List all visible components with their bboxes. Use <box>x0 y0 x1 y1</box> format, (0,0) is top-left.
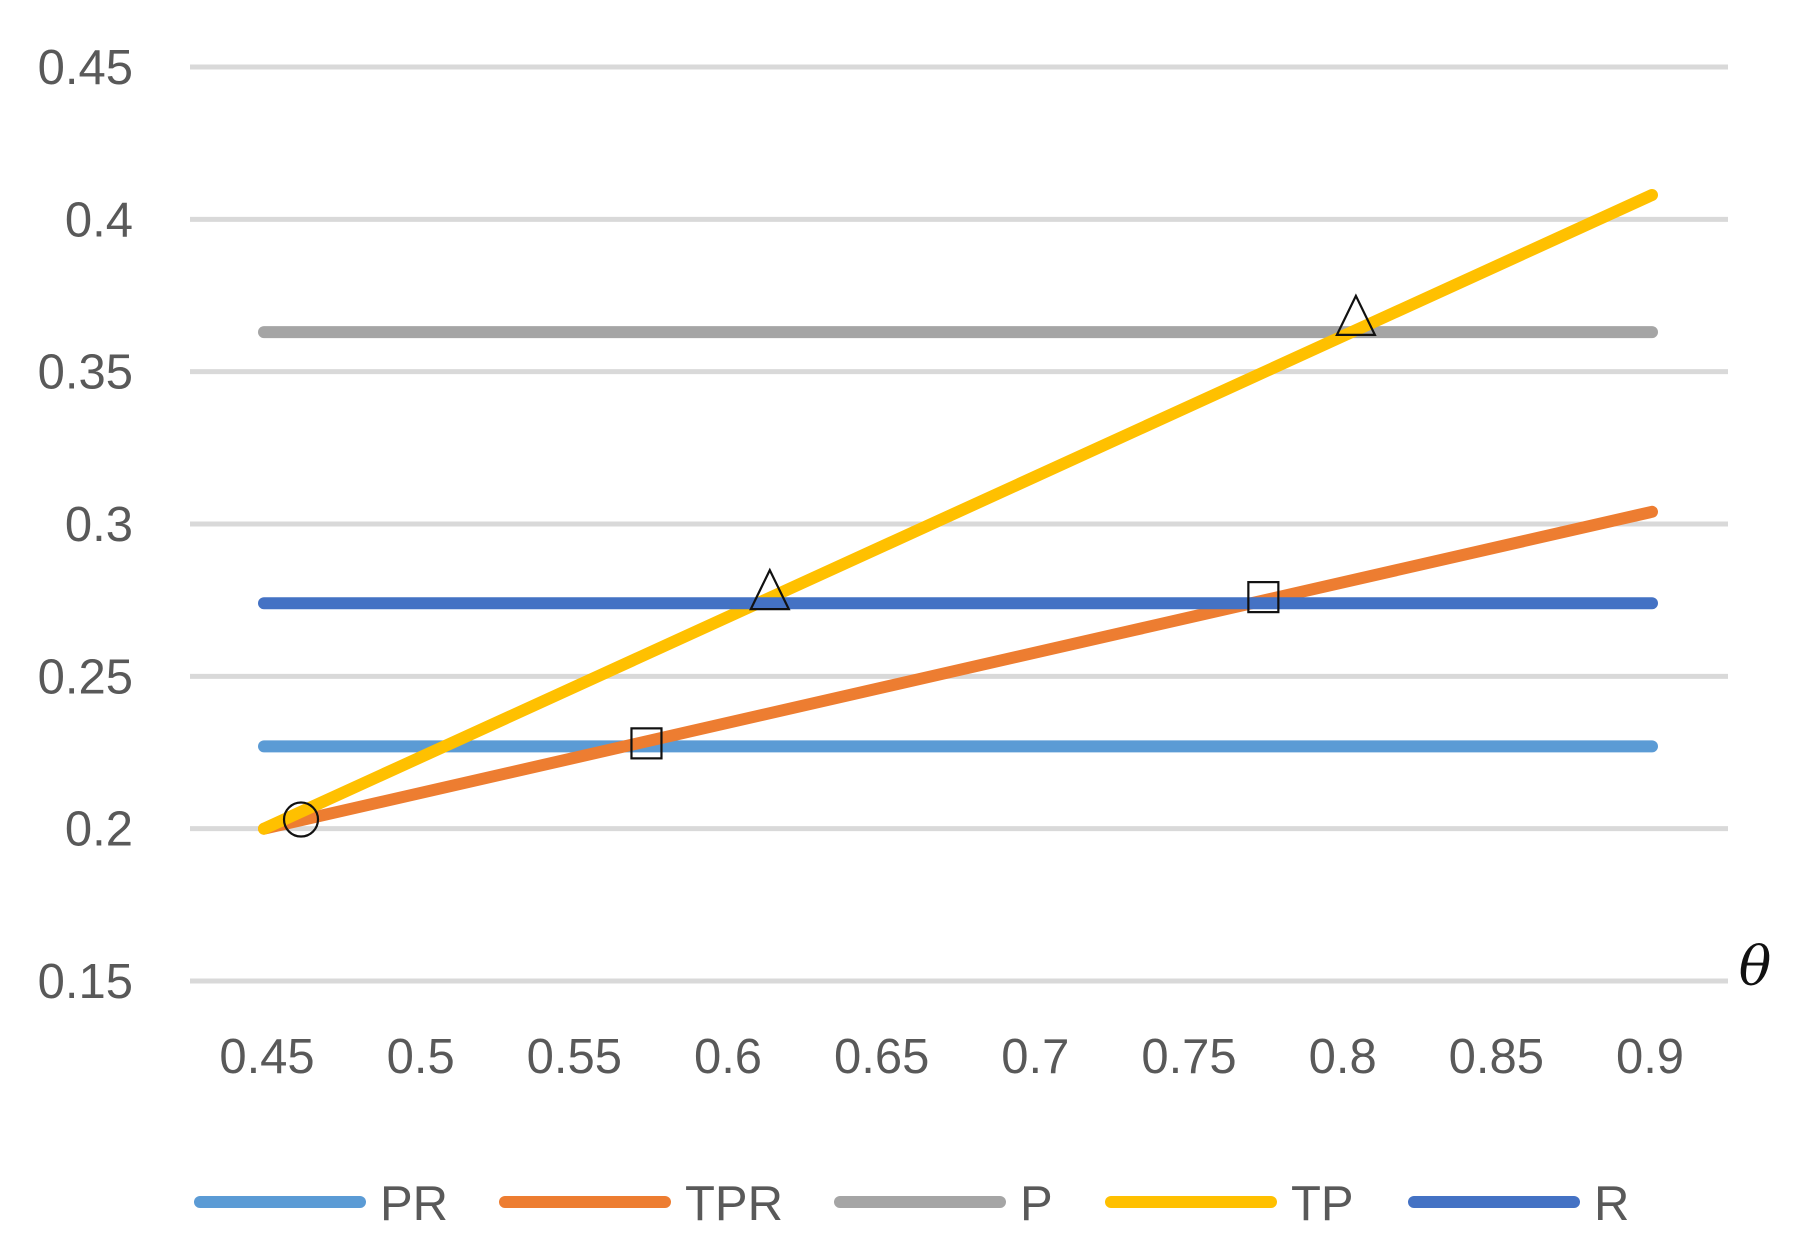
x-tick-label: 0.7 <box>1001 1030 1069 1084</box>
x-tick-label: 0.8 <box>1309 1030 1377 1084</box>
x-tick-label: 0.55 <box>527 1030 622 1084</box>
y-axis-tick-labels: 0.15 0.2 0.25 0.3 0.35 0.4 0.45 <box>38 41 133 1009</box>
series-line-tpr <box>258 505 1658 835</box>
y-tick-label: 0.15 <box>38 955 133 1009</box>
series-lines <box>258 189 1658 835</box>
x-tick-label: 0.85 <box>1449 1030 1544 1084</box>
intersection-markers <box>282 293 1377 838</box>
legend-label: P <box>1020 1177 1053 1231</box>
legend-label: TPR <box>685 1177 783 1231</box>
x-tick-label: 0.75 <box>1141 1030 1236 1084</box>
x-tick-label: 0.6 <box>694 1030 762 1084</box>
y-tick-label: 0.3 <box>65 498 133 552</box>
x-axis-tick-labels: 0.45 0.5 0.55 0.6 0.65 0.7 0.75 0.8 0.85 0.9 <box>219 1030 1684 1084</box>
y-tick-label: 0.35 <box>38 346 133 400</box>
x-tick-label: 0.45 <box>219 1030 314 1084</box>
gridlines <box>190 64 1728 984</box>
legend-label: PR <box>380 1177 448 1231</box>
y-tick-label: 0.25 <box>38 650 133 704</box>
legend-label: R <box>1594 1177 1629 1231</box>
square-marker <box>630 727 663 760</box>
triangle-marker <box>1335 293 1377 336</box>
legend-item-p: P <box>834 1177 1053 1231</box>
y-tick-label: 0.45 <box>38 41 133 95</box>
legend-item-r: R <box>1408 1177 1629 1231</box>
x-tick-label: 0.9 <box>1616 1030 1684 1084</box>
legend-item-tp: TP <box>1105 1177 1354 1231</box>
x-tick-label: 0.65 <box>834 1030 929 1084</box>
legend-item-tpr: TPR <box>499 1177 783 1231</box>
legend: PR TPR P TP R <box>194 1177 1629 1231</box>
legend-item-pr: PR <box>194 1177 448 1231</box>
x-tick-label: 0.5 <box>387 1030 455 1084</box>
series-line-tp <box>258 189 1658 835</box>
triangle-marker <box>749 567 791 611</box>
square-marker <box>1247 581 1280 614</box>
y-tick-label: 0.2 <box>65 803 133 857</box>
x-axis-label: θ <box>1739 935 1772 998</box>
legend-label: TP <box>1291 1177 1354 1231</box>
circle-marker <box>282 801 320 838</box>
y-tick-label: 0.4 <box>65 193 133 247</box>
